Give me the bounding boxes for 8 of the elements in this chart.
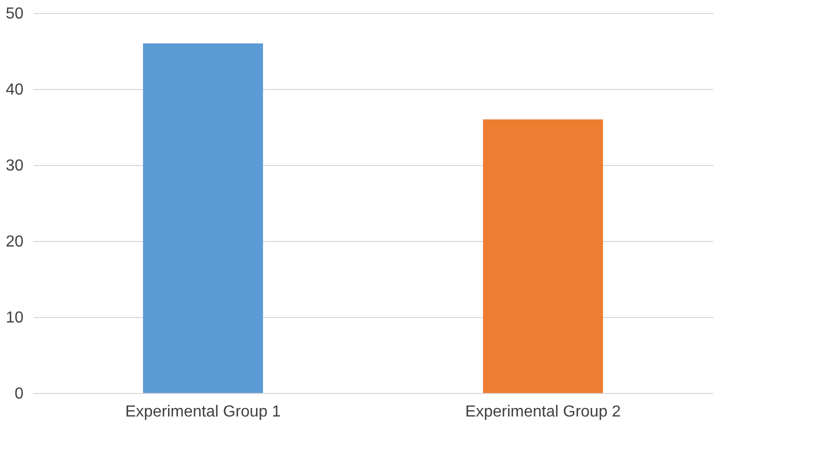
y-tick-label: 20 xyxy=(6,234,24,250)
y-tick-label: 50 xyxy=(6,6,24,22)
y-tick-label: 0 xyxy=(14,386,24,402)
y-tick-label: 40 xyxy=(6,82,24,98)
y-tick-label: 30 xyxy=(6,158,24,174)
y-tick-label: 10 xyxy=(6,310,24,326)
x-tick-label: Experimental Group 2 xyxy=(465,404,621,420)
x-tick-label: Experimental Group 1 xyxy=(125,404,281,420)
